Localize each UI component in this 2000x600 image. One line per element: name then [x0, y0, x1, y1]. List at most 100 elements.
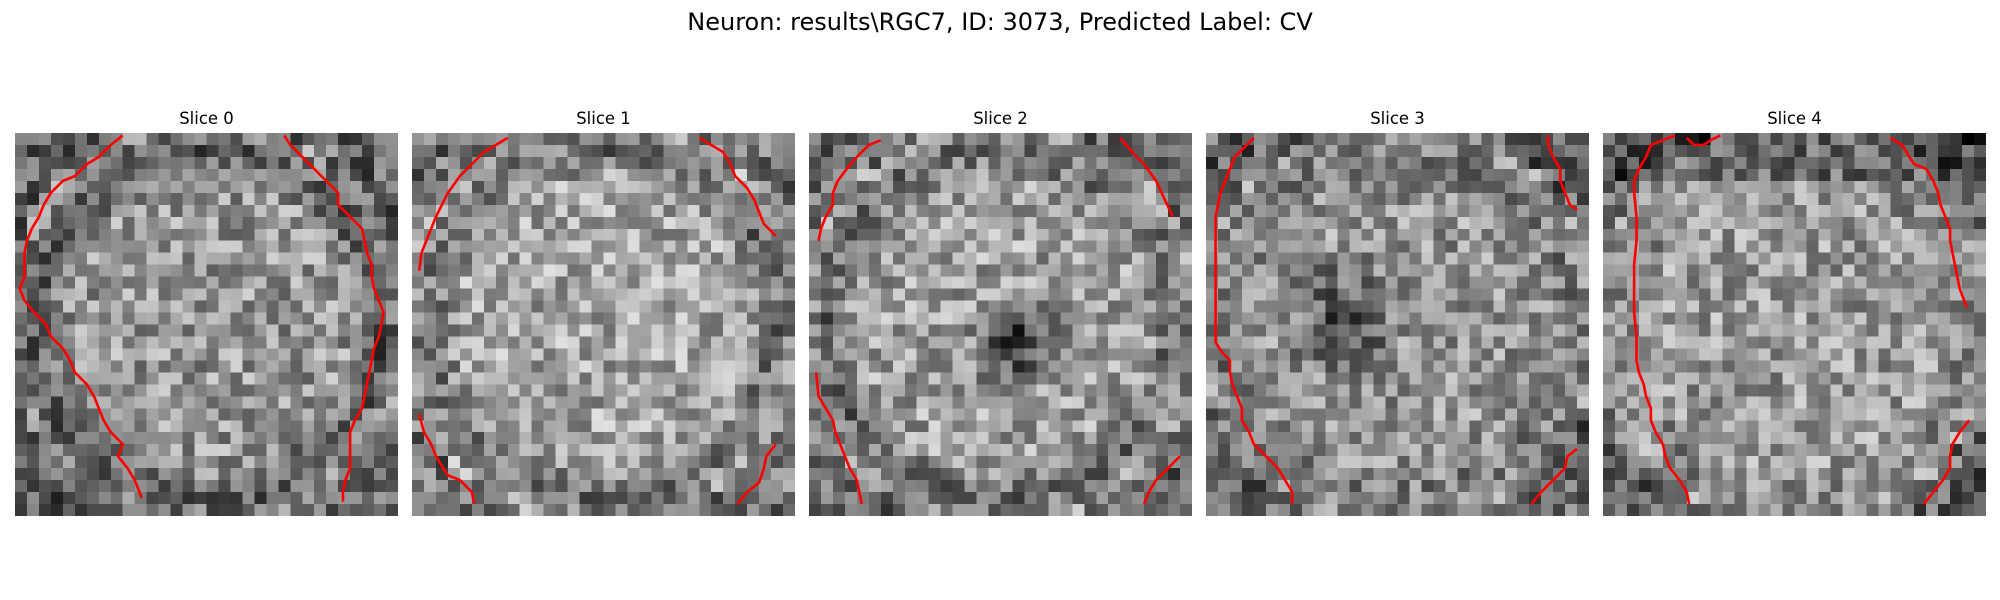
- image-pixel: [663, 432, 676, 445]
- image-pixel: [735, 384, 748, 397]
- image-pixel: [1132, 432, 1145, 445]
- image-pixel: [350, 180, 363, 194]
- image-pixel: [1036, 468, 1049, 481]
- image-pixel: [880, 504, 894, 516]
- image-pixel: [531, 168, 544, 182]
- image-pixel: [1842, 144, 1855, 158]
- image-pixel: [1830, 336, 1843, 349]
- image-pixel: [1012, 300, 1025, 313]
- image-pixel: [723, 264, 736, 277]
- image-pixel: [278, 480, 291, 493]
- image-pixel: [386, 252, 398, 265]
- image-pixel: [591, 432, 604, 445]
- image-pixel: [916, 324, 929, 337]
- image-pixel: [1493, 360, 1506, 373]
- image-pixel: [1120, 396, 1133, 409]
- image-pixel: [74, 336, 88, 349]
- image-pixel: [543, 372, 556, 385]
- image-pixel: [555, 372, 568, 385]
- image-pixel: [1180, 168, 1192, 182]
- image-pixel: [1180, 300, 1192, 313]
- image-pixel: [1662, 240, 1676, 253]
- image-pixel: [1914, 168, 1927, 182]
- image-pixel: [1361, 192, 1374, 206]
- image-pixel: [1565, 168, 1578, 182]
- image-pixel: [1722, 288, 1735, 301]
- image-pixel: [1445, 372, 1458, 385]
- image-pixel: [1277, 504, 1291, 516]
- image-pixel: [663, 276, 676, 289]
- image-pixel: [699, 276, 712, 289]
- image-pixel: [15, 228, 28, 241]
- image-pixel: [350, 264, 363, 277]
- image-pixel: [832, 384, 846, 397]
- image-pixel: [711, 408, 724, 421]
- image-pixel: [1662, 396, 1676, 409]
- image-pixel: [627, 192, 640, 206]
- image-pixel: [1206, 408, 1219, 421]
- image-pixel: [735, 192, 748, 206]
- image-pixel: [591, 156, 604, 170]
- image-pixel: [1361, 504, 1374, 516]
- image-pixel: [218, 180, 231, 194]
- image-pixel: [507, 468, 520, 481]
- image-pixel: [1349, 300, 1362, 313]
- image-pixel: [1409, 133, 1422, 146]
- image-pixel: [1385, 360, 1398, 373]
- image-pixel: [50, 192, 64, 206]
- image-pixel: [675, 300, 688, 313]
- image-pixel: [1361, 384, 1374, 397]
- image-pixel: [386, 504, 398, 516]
- image-pixel: [242, 156, 255, 170]
- image-pixel: [567, 372, 580, 385]
- image-pixel: [314, 204, 327, 218]
- image-pixel: [1301, 216, 1314, 229]
- image-pixel: [218, 228, 231, 241]
- image-pixel: [38, 408, 52, 421]
- image-pixel: [62, 133, 76, 146]
- image-pixel: [338, 312, 351, 325]
- image-pixel: [1469, 252, 1482, 265]
- image-pixel: [338, 408, 351, 421]
- image-pixel: [495, 228, 508, 241]
- image-pixel: [447, 144, 461, 158]
- image-pixel: [1842, 204, 1855, 218]
- image-pixel: [868, 420, 882, 433]
- image-pixel: [1409, 432, 1422, 445]
- image-pixel: [1325, 156, 1338, 170]
- image-pixel: [1926, 336, 1939, 349]
- image-pixel: [1241, 312, 1255, 325]
- image-pixel: [1614, 396, 1628, 409]
- image-pixel: [1385, 408, 1398, 421]
- image-pixel: [1265, 324, 1279, 337]
- image-pixel: [1253, 336, 1267, 349]
- image-pixel: [1722, 384, 1735, 397]
- image-pixel: [1132, 264, 1145, 277]
- image-pixel: [194, 156, 207, 170]
- image-pixel: [856, 324, 870, 337]
- image-pixel: [771, 396, 784, 409]
- image-pixel: [1132, 192, 1145, 206]
- image-pixel: [1962, 288, 1975, 301]
- image-pixel: [230, 216, 243, 229]
- image-pixel: [1325, 324, 1338, 337]
- image-pixel: [651, 336, 664, 349]
- image-pixel: [1289, 312, 1302, 325]
- image-pixel: [134, 192, 147, 206]
- image-pixel: [1409, 384, 1422, 397]
- image-pixel: [1289, 480, 1302, 493]
- image-pixel: [1505, 156, 1518, 170]
- image-pixel: [747, 396, 760, 409]
- image-pixel: [1974, 264, 1986, 277]
- image-pixel: [242, 252, 255, 265]
- image-pixel: [952, 288, 965, 301]
- image-pixel: [627, 480, 640, 493]
- image-pixel: [1433, 348, 1446, 361]
- image-pixel: [988, 312, 1001, 325]
- image-pixel: [1433, 192, 1446, 206]
- image-pixel: [1638, 444, 1652, 457]
- image-pixel: [1397, 432, 1410, 445]
- image-pixel: [146, 492, 159, 505]
- image-pixel: [1830, 420, 1843, 433]
- image-pixel: [531, 372, 544, 385]
